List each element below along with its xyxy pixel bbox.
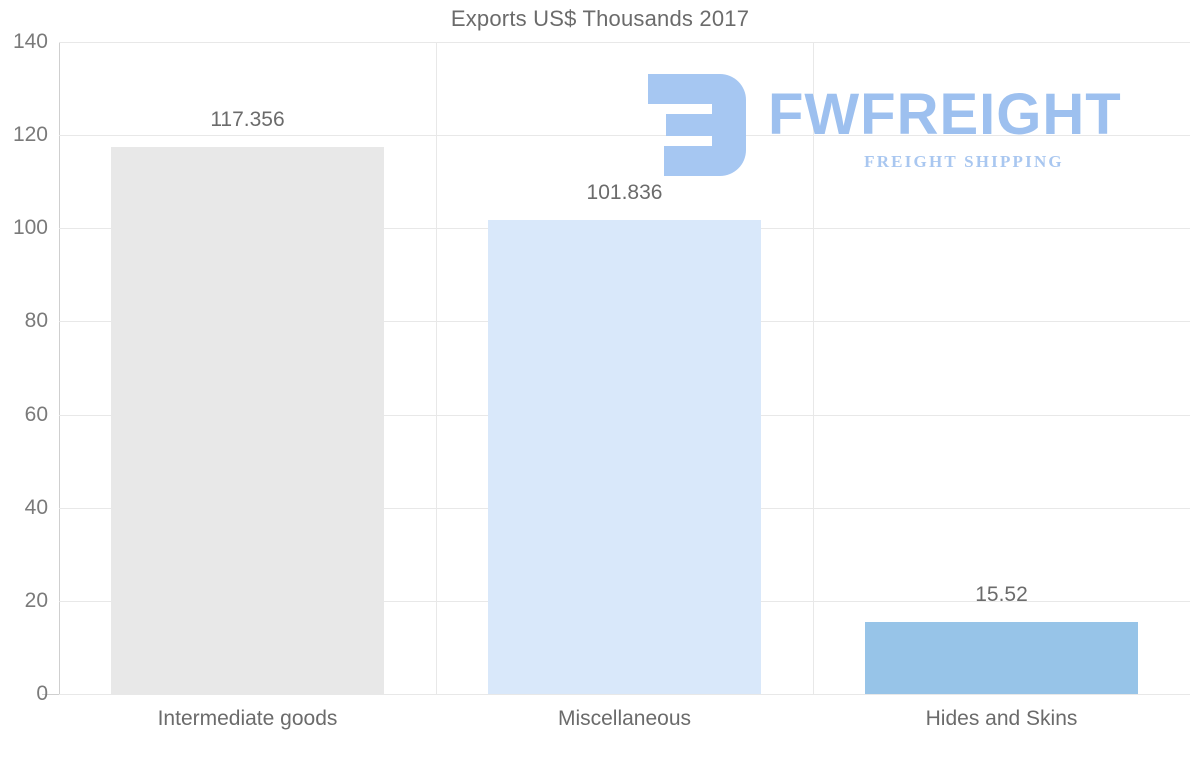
bar-value-label: 15.52 — [975, 582, 1028, 606]
y-axis-tick-label: 0 — [36, 682, 48, 705]
y-axis-line — [59, 42, 60, 695]
gridline-horizontal — [59, 135, 1190, 137]
x-axis-tick-label: Intermediate goods — [157, 707, 338, 730]
plot-area — [59, 42, 1190, 695]
bar[interactable] — [864, 621, 1139, 694]
y-axis-tick-label: 80 — [24, 309, 48, 333]
bar-value-label: 117.356 — [210, 108, 285, 132]
y-axis-tick-label: 60 — [24, 402, 48, 426]
y-axis-tick-label: 140 — [12, 30, 48, 53]
x-axis-tick-label: Hides and Skins — [925, 707, 1078, 730]
bar[interactable] — [110, 147, 385, 694]
chart-title: Exports US$ Thousands 2017 — [450, 6, 750, 31]
y-axis-tick-label: 100 — [12, 216, 48, 240]
y-axis-tick-label: 120 — [12, 123, 48, 147]
bar-value-label: 101.836 — [586, 180, 663, 204]
gridline-vertical — [813, 42, 814, 694]
bar[interactable] — [487, 219, 762, 694]
gridline-vertical — [436, 42, 437, 694]
gridline-horizontal — [59, 694, 1190, 695]
x-axis-tick-label: Miscellaneous — [557, 707, 692, 730]
y-axis-tick-label: 20 — [24, 588, 48, 612]
y-axis-tick-label: 40 — [24, 495, 48, 519]
gridline-horizontal — [59, 42, 1190, 43]
